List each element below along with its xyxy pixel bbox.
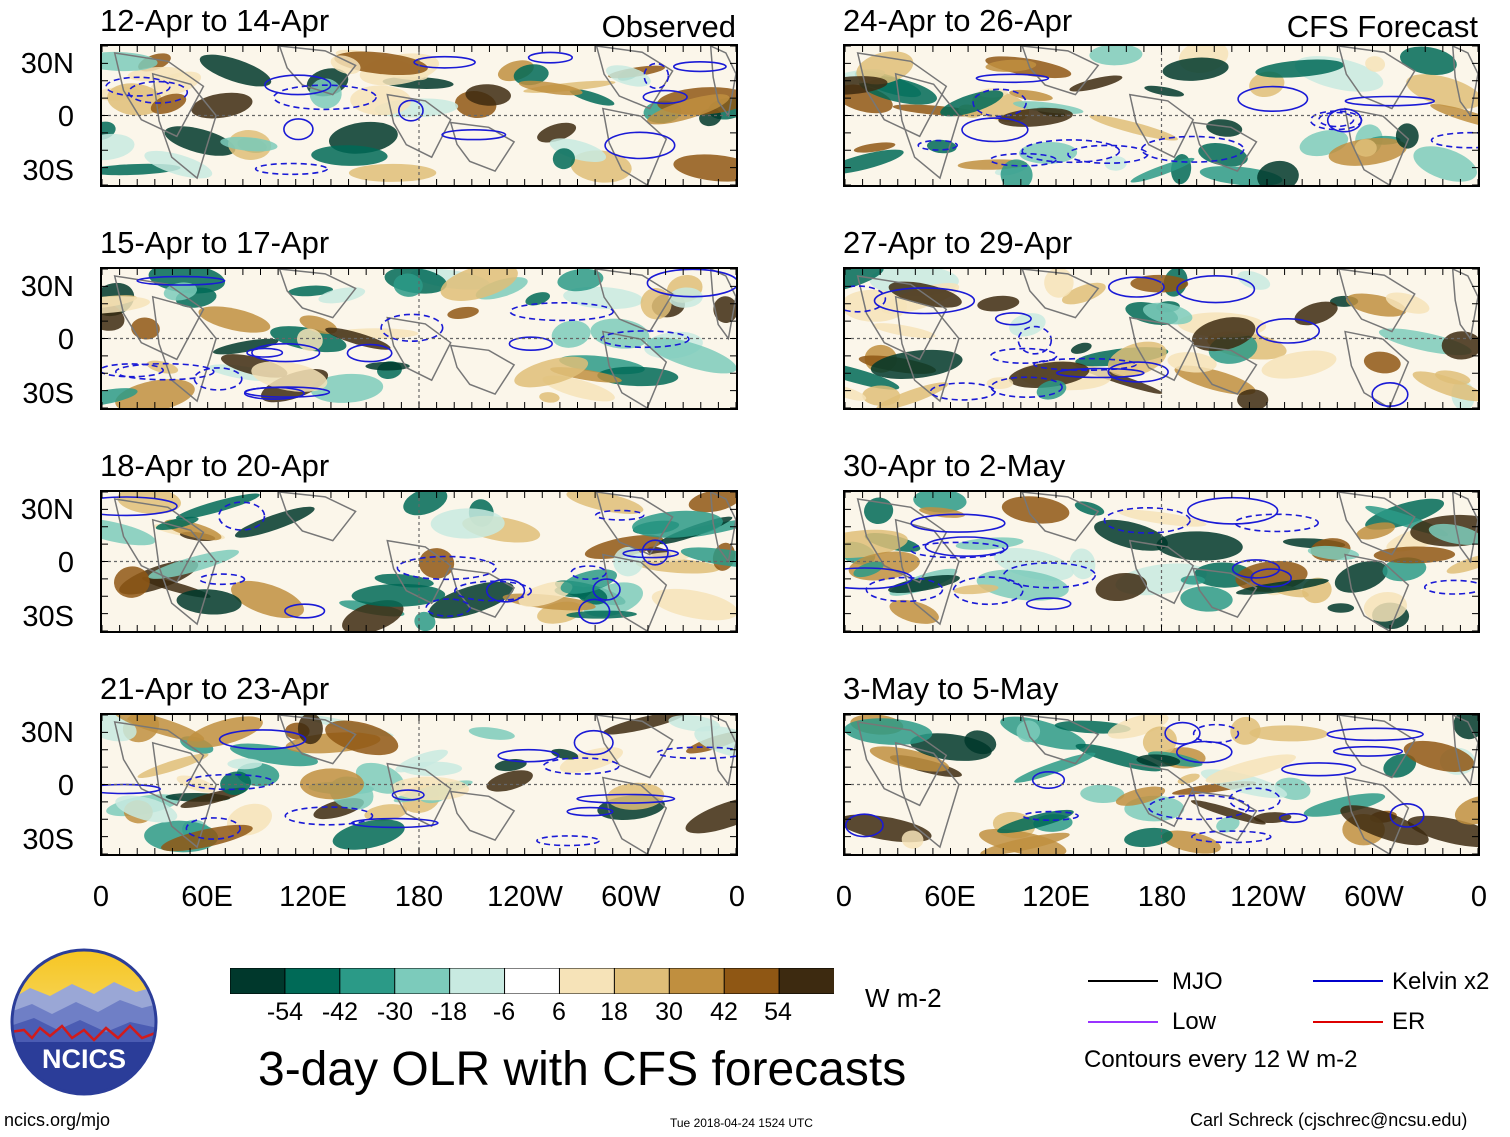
panel-title: 27-Apr to 29-Apr (843, 225, 1073, 260)
lon-label: 180 (1137, 881, 1187, 913)
legend-line-kelvin (1313, 980, 1383, 982)
lat-label-30n: 30N (20, 494, 74, 526)
lat-label-eq: 0 (57, 547, 74, 579)
lat-label-eq: 0 (57, 770, 74, 802)
lat-label-30n: 30N (20, 271, 74, 303)
olr-map (843, 490, 1480, 633)
colorbar-swatch (339, 967, 396, 995)
colorbar (229, 967, 836, 995)
colorbar-swatch (668, 967, 726, 995)
legend-label-er: ER (1392, 1008, 1426, 1035)
lon-label: 0 (1470, 881, 1488, 913)
olr-field (845, 269, 1478, 408)
colorbar-label: -54 (266, 998, 304, 1026)
olr-map (100, 44, 738, 187)
lon-label: 60E (181, 881, 233, 913)
colorbar-label: -30 (376, 998, 414, 1026)
colorbar-label: 6 (552, 998, 566, 1026)
lon-label: 60W (601, 881, 661, 913)
colorbar-swatch (723, 967, 781, 995)
olr-field (102, 46, 736, 185)
colorbar-swatch (394, 967, 451, 995)
colorbar-label: -6 (492, 998, 516, 1026)
olr-map (843, 267, 1480, 410)
lon-label: 120E (279, 881, 347, 913)
legend-line-low (1088, 1021, 1158, 1023)
lat-label-30s: 30S (22, 824, 74, 856)
panel-title: 24-Apr to 26-Apr (843, 3, 1073, 38)
legend-line-mjo (1088, 980, 1158, 982)
colorbar-label: -42 (321, 998, 359, 1026)
lat-label-30s: 30S (22, 378, 74, 410)
legend-label-kelvin: Kelvin x2 (1392, 968, 1490, 995)
colorbar-label: 18 (600, 998, 628, 1026)
lon-label: 0 (92, 881, 110, 913)
legend-line-er (1313, 1021, 1383, 1023)
panel-title: 18-Apr to 20-Apr (100, 448, 330, 483)
olr-map (843, 713, 1480, 856)
main-title: 3-day OLR with CFS forecasts (258, 1043, 907, 1096)
footer-credit: Carl Schreck (cjschrec@ncsu.edu) (1190, 1110, 1468, 1130)
olr-map (100, 490, 738, 633)
colorbar-swatch (778, 967, 836, 995)
colorbar-label: 30 (655, 998, 683, 1026)
olr-field (845, 492, 1478, 631)
logo-text: NCICS (42, 1044, 126, 1074)
colorbar-label: 54 (764, 998, 792, 1026)
olr-field (102, 492, 736, 631)
olr-map (843, 44, 1480, 187)
lon-label: 60E (924, 881, 976, 913)
observed-label: Observed (601, 9, 736, 44)
olr-map (100, 267, 738, 410)
ncics-logo-graphic: NCICS (10, 948, 158, 1096)
olr-field (845, 715, 1478, 854)
lon-label: 180 (394, 881, 444, 913)
lat-label-30s: 30S (22, 155, 74, 187)
lon-label: 120W (1230, 881, 1306, 913)
panel-title: 30-Apr to 2-May (843, 448, 1066, 483)
footer-url[interactable]: ncics.org/mjo (4, 1110, 111, 1130)
panel-title: 15-Apr to 17-Apr (100, 225, 330, 260)
olr-field (102, 269, 736, 408)
colorbar-swatch (504, 967, 561, 995)
colorbar-label: -18 (430, 998, 468, 1026)
lat-label-eq: 0 (57, 101, 74, 133)
lat-label-30n: 30N (20, 48, 74, 80)
lat-label-30s: 30S (22, 601, 74, 633)
lon-label: 60W (1344, 881, 1404, 913)
forecast-label: CFS Forecast (1286, 9, 1478, 44)
lat-label-30n: 30N (20, 717, 74, 749)
panel-title: 21-Apr to 23-Apr (100, 671, 330, 706)
contours-note: Contours every 12 W m-2 (1084, 1046, 1358, 1073)
lat-label-eq: 0 (57, 324, 74, 356)
legend-label-mjo: MJO (1172, 968, 1223, 995)
colorbar-swatches (229, 967, 836, 995)
legend-label-low: Low (1172, 1008, 1217, 1035)
footer-timestamp: Tue 2018-04-24 1524 UTC (670, 1116, 813, 1130)
ncics-logo: NCICS (10, 948, 158, 1096)
colorbar-swatch (284, 967, 341, 995)
panel-title: 3-May to 5-May (843, 671, 1059, 706)
colorbar-swatch (229, 967, 286, 995)
lon-label: 120W (487, 881, 563, 913)
colorbar-swatch (613, 967, 671, 995)
colorbar-swatch (449, 967, 506, 995)
lon-label: 0 (835, 881, 853, 913)
olr-map (100, 713, 738, 856)
olr-field (845, 46, 1478, 185)
colorbar-label: 42 (710, 998, 738, 1026)
lon-label: 0 (728, 881, 746, 913)
colorbar-swatch (558, 967, 616, 995)
panel-title: 12-Apr to 14-Apr (100, 3, 330, 38)
colorbar-units: W m-2 (865, 983, 942, 1013)
lon-label: 120E (1022, 881, 1090, 913)
olr-field (102, 715, 736, 854)
